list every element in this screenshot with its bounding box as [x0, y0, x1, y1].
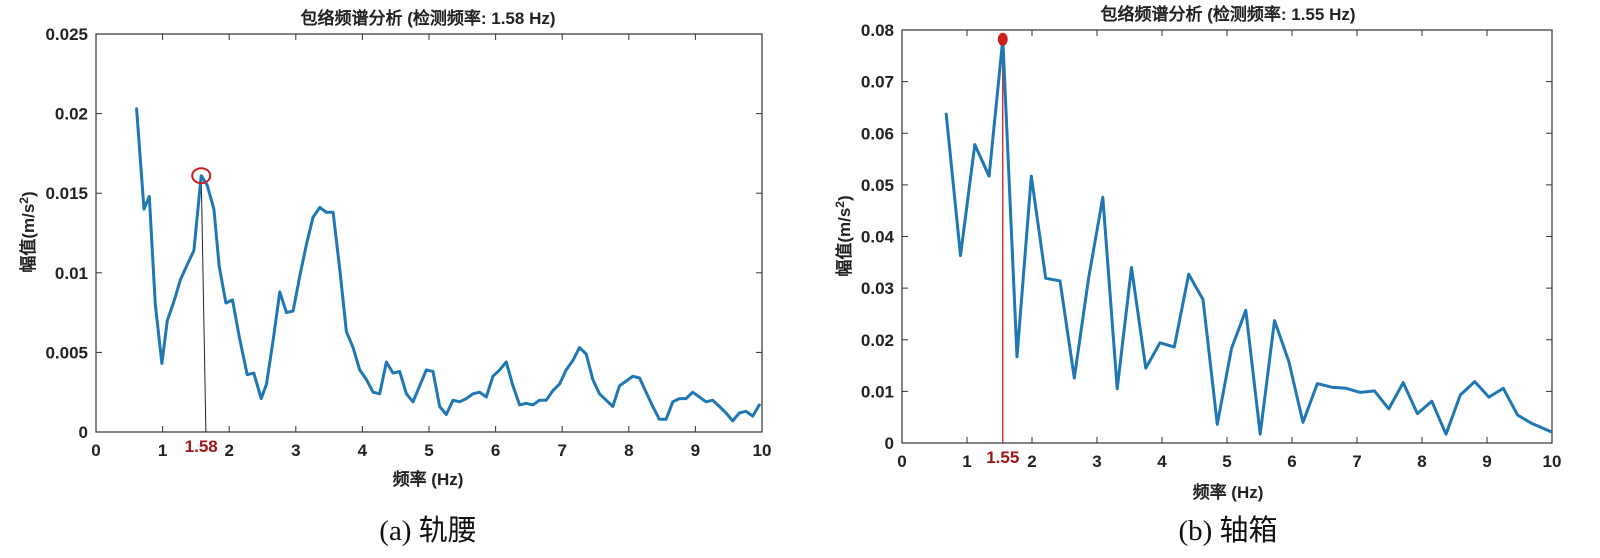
- panel-b-xlabel: 频率 (Hz): [1193, 482, 1264, 502]
- panel-b-ytick-label: 0.05: [861, 176, 894, 195]
- panel-a-xtick-label: 4: [358, 441, 368, 460]
- panel-a-ytick-label: 0.005: [45, 343, 88, 362]
- panel-a-ytick-label: 0: [79, 423, 88, 442]
- panel-b-ytick-label: 0.08: [861, 21, 894, 40]
- panel-a-plot: 0 1 2 3 4 5 6 7 8 9 10 0 0.005 0.01 0.015 0.02 0.025 1.58: [45, 25, 771, 460]
- panel-b-xtick-label: 1: [962, 452, 971, 471]
- panel-b-ytick-label: 0.01: [861, 382, 894, 401]
- panel-a-xtick-label: 10: [753, 441, 772, 460]
- panel-a-xtick-label: 6: [491, 441, 500, 460]
- panel-b-title: 包络频谱分析 (检测频率: 1.55 Hz): [1100, 4, 1355, 24]
- panel-b-ytick-label: 0.03: [861, 279, 894, 298]
- panel-a-xtick-label: 8: [624, 441, 633, 460]
- panel-b-xtick-label: 6: [1287, 452, 1296, 471]
- panel-b-xtick-label: 4: [1157, 452, 1167, 471]
- panel-b-xtick-label: 10: [1543, 452, 1562, 471]
- panel-b-peak-marker: [997, 32, 1008, 46]
- panel-b-ytick-label: 0.06: [861, 124, 894, 143]
- panel-a-xtick-label: 1: [158, 441, 167, 460]
- panel-b-xtick-label: 8: [1417, 452, 1426, 471]
- panel-b-caption: (b) 轴箱: [1178, 514, 1277, 547]
- panel-a-peak-label: 1.58: [185, 437, 218, 456]
- panel-a-xtick-label: 7: [557, 441, 566, 460]
- panel-a-xtick-label: 9: [691, 441, 700, 460]
- panel-a-series-line: [135, 107, 761, 423]
- panel-b-xtick-label: 7: [1352, 452, 1361, 471]
- panel-a-xtick-label: 2: [224, 441, 233, 460]
- panel-a-xlabel: 频率 (Hz): [393, 469, 464, 489]
- panel-b-ytick-label: 0.04: [861, 228, 895, 247]
- panel-b-plot: 0 1 2 3 4 5 6 7 8 9 10 0 0.01 0.02 0.03 0.04 0.05 0.06 0.0…: [861, 21, 1562, 471]
- panel-b-xtick-label: 0: [897, 452, 906, 471]
- panel-a-caption: (a) 轨腰: [379, 514, 476, 547]
- panel-a-ylabel: 幅值(m/s2): [17, 191, 38, 272]
- panel-b-ylabel: 幅值(m/s2): [833, 195, 854, 276]
- panel-a-peak-line: [200, 175, 207, 433]
- panel-a-xtick-label: 3: [291, 441, 300, 460]
- panel-a: 包络频谱分析 (检测频率: 1.58 Hz) 0 1 2 3 4 5 6 7 8 9 10 0 0.00…: [17, 8, 771, 547]
- panel-b-ytick-label: 0.02: [861, 331, 894, 350]
- panel-a-ytick-label: 0.01: [55, 264, 88, 283]
- panel-a-ytick-label: 0.015: [45, 184, 88, 203]
- panel-b-peak-label: 1.55: [986, 448, 1019, 467]
- panel-b-xtick-label: 2: [1027, 452, 1036, 471]
- panel-b-ytick-label: 0: [885, 434, 894, 453]
- panel-a-peak-marker: [191, 167, 212, 185]
- panel-b: 包络频谱分析 (检测频率: 1.55 Hz) 0 1 2 3 4 5 6 7 8 9 10 0 0.01…: [833, 4, 1561, 547]
- panel-b-axes-box: [901, 29, 1553, 444]
- panel-b-ytick-label: 0.07: [861, 73, 894, 92]
- panel-a-xtick-label: 5: [424, 441, 433, 460]
- panel-b-xtick-label: 5: [1222, 452, 1231, 471]
- panel-b-xtick-label: 9: [1482, 452, 1491, 471]
- panel-a-title: 包络频谱分析 (检测频率: 1.58 Hz): [300, 8, 555, 28]
- panel-a-ytick-label: 0.02: [55, 105, 88, 124]
- panel-b-series-line: [944, 37, 1553, 436]
- panel-b-xtick-label: 3: [1092, 452, 1101, 471]
- panel-a-xtick-label: 0: [91, 441, 100, 460]
- panel-a-ytick-label: 0.025: [45, 25, 88, 44]
